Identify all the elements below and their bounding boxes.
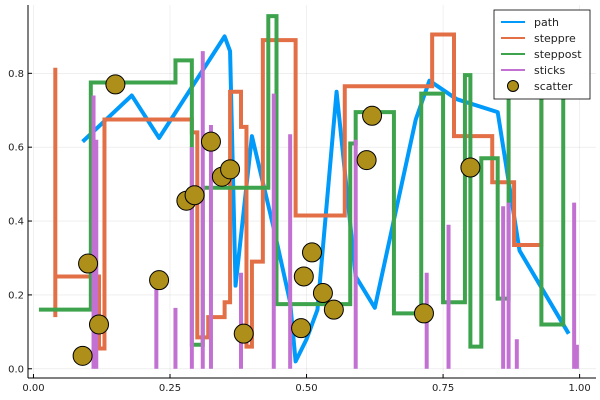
scatter-point (460, 157, 481, 178)
x-tick-label: 0.25 (159, 383, 181, 394)
legend: path steppre steppost sticks scatter (493, 9, 591, 100)
legend-label: scatter (534, 80, 573, 93)
scatter-point (89, 314, 109, 335)
legend-entry-steppost: steppost (501, 48, 582, 61)
scatter-point (105, 74, 126, 95)
scatter-point (220, 159, 241, 180)
scatter-point (184, 185, 205, 206)
scatter-point (302, 242, 322, 263)
scatter-point (233, 323, 254, 344)
y-tick-label: 0.4 (8, 217, 24, 228)
scatter-point (293, 266, 314, 287)
x-tick-label: 0.50 (295, 383, 317, 394)
x-tick-label: 0.75 (432, 383, 454, 394)
scatter-point (200, 131, 221, 152)
y-tick-label: 0.6 (8, 143, 24, 154)
legend-entry-steppre: steppre (501, 32, 576, 45)
x-tick-label: 0.00 (22, 383, 44, 394)
legend-entry-path: path (501, 16, 559, 29)
scatter-point (312, 283, 333, 304)
scatter-point (413, 303, 434, 324)
legend-label: path (534, 16, 559, 29)
series-sticks (91, 51, 579, 369)
scatter-point (78, 253, 99, 274)
series-line-steppre (53, 32, 553, 351)
legend-entry-sticks: sticks (501, 64, 566, 77)
scatter-point (362, 105, 383, 126)
scatter-point (356, 150, 377, 171)
legend-entry-scatter: scatter (507, 80, 573, 93)
series-steppre (53, 32, 553, 351)
y-tick-label: 0.2 (8, 290, 24, 301)
scatter-point (291, 318, 312, 339)
series-scatter (72, 74, 481, 366)
scatter-point (323, 299, 344, 320)
y-tick-label: 0.8 (8, 69, 24, 80)
series-path (81, 34, 571, 364)
scatter-point (149, 270, 170, 291)
legend-label: steppost (534, 48, 582, 61)
legend-swatch (507, 80, 519, 92)
scatter-point (72, 345, 93, 366)
x-tick-label: 1.00 (568, 383, 590, 394)
legend-label: sticks (534, 64, 566, 77)
series-line-path (81, 34, 571, 364)
plot-area (38, 14, 579, 369)
y-tick-label: 0.0 (8, 364, 24, 375)
legend-label: steppre (534, 32, 576, 45)
axes: 0.00 0.25 0.50 0.75 1.00 0.0 0.2 0.4 0.6 0.8 (8, 5, 596, 394)
